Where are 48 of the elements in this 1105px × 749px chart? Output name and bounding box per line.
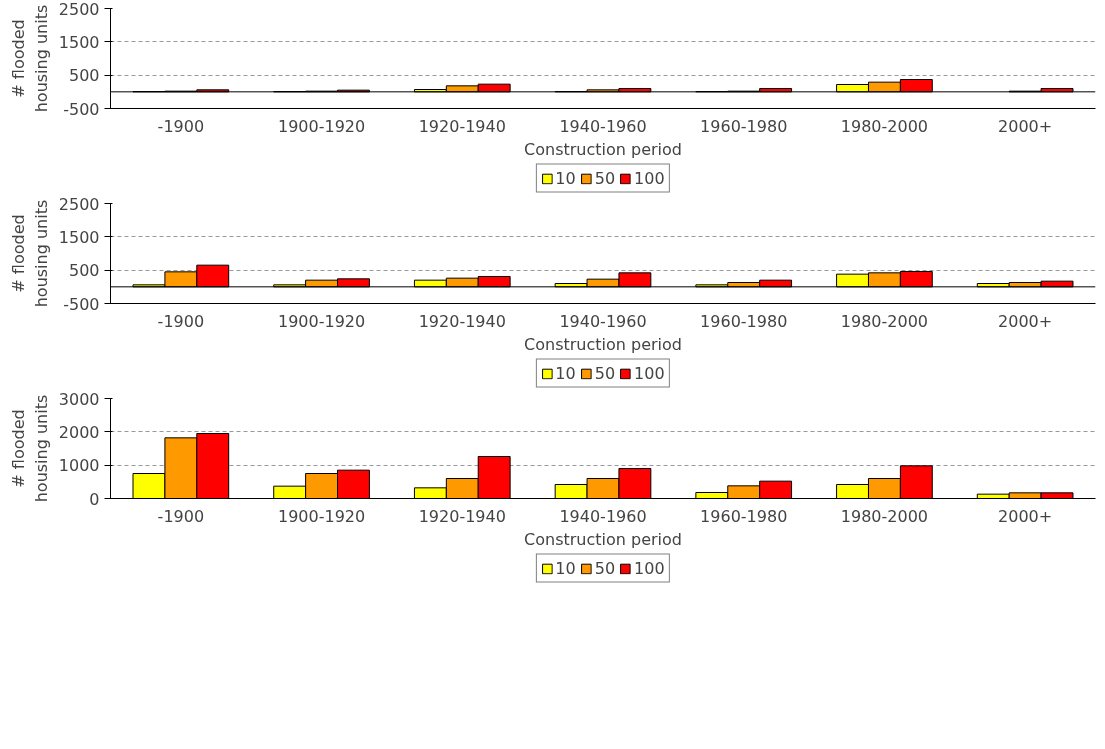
y-axis-title: # flooded housing units	[8, 394, 51, 503]
legend-label: 100	[634, 558, 665, 578]
y-tick-label: 1500	[58, 227, 100, 247]
x-tick-label: 1960-1980	[700, 311, 788, 331]
y-tick-label: 0	[89, 489, 100, 509]
legend-label: 50	[594, 168, 616, 188]
x-tick-label: 2000+	[998, 116, 1053, 136]
legend-label: 10	[555, 168, 576, 188]
y-tick-label: 2000	[58, 422, 100, 442]
x-tick-label: 1980-2000	[840, 506, 929, 526]
y-axis-title: # flooded housing units	[8, 199, 51, 308]
x-axis-title: Construction period	[524, 334, 682, 354]
legend-label: 100	[634, 363, 665, 383]
x-tick-label: 1980-2000	[840, 116, 929, 136]
y-tick-label: 500	[68, 66, 100, 86]
y-tick-label: 1000	[58, 456, 100, 476]
y-tick-label: 500	[68, 261, 100, 281]
x-tick-label: -1900	[157, 506, 205, 526]
y-tick-label: -500	[63, 99, 100, 119]
y-axis-title: # flooded housing units	[8, 4, 51, 113]
y-tick-label: 1500	[58, 32, 100, 52]
legend-label: 50	[594, 558, 616, 578]
x-tick-label: 1940-1960	[559, 506, 647, 526]
x-tick-label: 1920-1940	[418, 506, 506, 526]
legend-label: 100	[634, 168, 665, 188]
y-tick-label: 2500	[58, 194, 100, 214]
legend-label: 10	[555, 558, 576, 578]
legend-label: 10	[555, 363, 576, 383]
x-axis-title: Construction period	[524, 139, 682, 159]
y-tick-label: -500	[63, 294, 100, 314]
x-tick-label: 1920-1940	[418, 116, 506, 136]
x-tick-label: 1900-1920	[277, 506, 366, 526]
x-tick-label: 1920-1940	[418, 311, 506, 331]
x-tick-label: 2000+	[998, 506, 1053, 526]
x-tick-label: 1900-1920	[277, 311, 366, 331]
x-tick-label: 1940-1960	[559, 116, 647, 136]
y-tick-label: 2500	[58, 0, 100, 19]
x-tick-label: 1960-1980	[700, 116, 788, 136]
x-tick-label: -1900	[157, 311, 205, 331]
legend-label: 50	[594, 363, 616, 383]
x-axis-title: Construction period	[524, 529, 682, 549]
x-tick-label: 1900-1920	[277, 116, 366, 136]
y-tick-label: 3000	[58, 389, 100, 409]
x-tick-label: 1980-2000	[840, 311, 929, 331]
x-tick-label: 1940-1960	[559, 311, 647, 331]
x-tick-label: 2000+	[998, 311, 1053, 331]
x-tick-label: -1900	[157, 116, 205, 136]
x-tick-label: 1960-1980	[700, 506, 788, 526]
